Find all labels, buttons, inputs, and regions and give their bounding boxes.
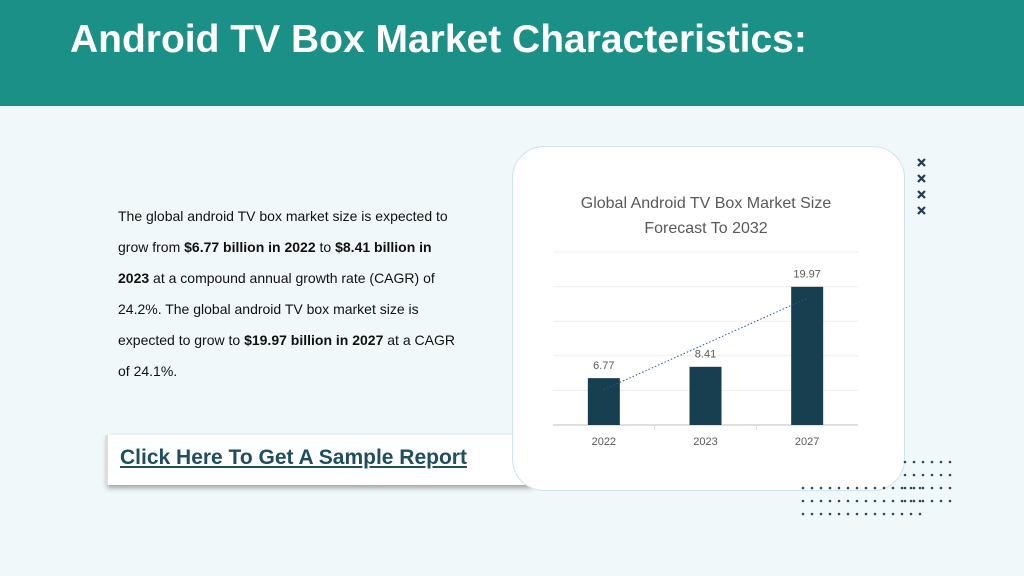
description: The global android TV box market size is…	[118, 201, 463, 387]
chart-title: Global Android TV Box Market Size Foreca…	[580, 195, 832, 237]
decor-dots	[801, 460, 952, 516]
text: at a compound annual growth rate (CAGR) …	[118, 270, 435, 348]
bold-text: $8.41 billion in 2023	[118, 239, 432, 286]
value-label: 6.77	[593, 360, 614, 372]
value-label: 8.41	[695, 349, 716, 361]
bar	[587, 378, 620, 425]
slide-title: Android TV Box Market Characteristics:	[70, 18, 807, 61]
text: The global android TV box market size is…	[118, 208, 448, 255]
bar	[791, 286, 824, 425]
bar	[689, 366, 722, 425]
x-tick-label: 2027	[795, 436, 819, 448]
x-tick-label: 2023	[693, 436, 717, 448]
sample-report-button[interactable]: Click Here To Get A Sample Report	[105, 435, 530, 485]
value-label: 19.97	[793, 269, 821, 281]
trendline	[603, 297, 808, 391]
text: at a CAGR of 24.1%.	[118, 332, 455, 379]
chart-card	[512, 146, 905, 491]
button-label[interactable]: Click Here To Get A Sample Report	[120, 446, 467, 469]
decor-crosses	[917, 158, 926, 215]
bold-text: $6.77 billion in 2022	[184, 239, 316, 255]
x-tick-label: 2022	[592, 436, 616, 448]
header: Android TV Box Market Characteristics:	[0, 0, 1024, 106]
text: to	[315, 239, 336, 255]
bold-text: $19.97 billion in 2027	[244, 332, 384, 348]
